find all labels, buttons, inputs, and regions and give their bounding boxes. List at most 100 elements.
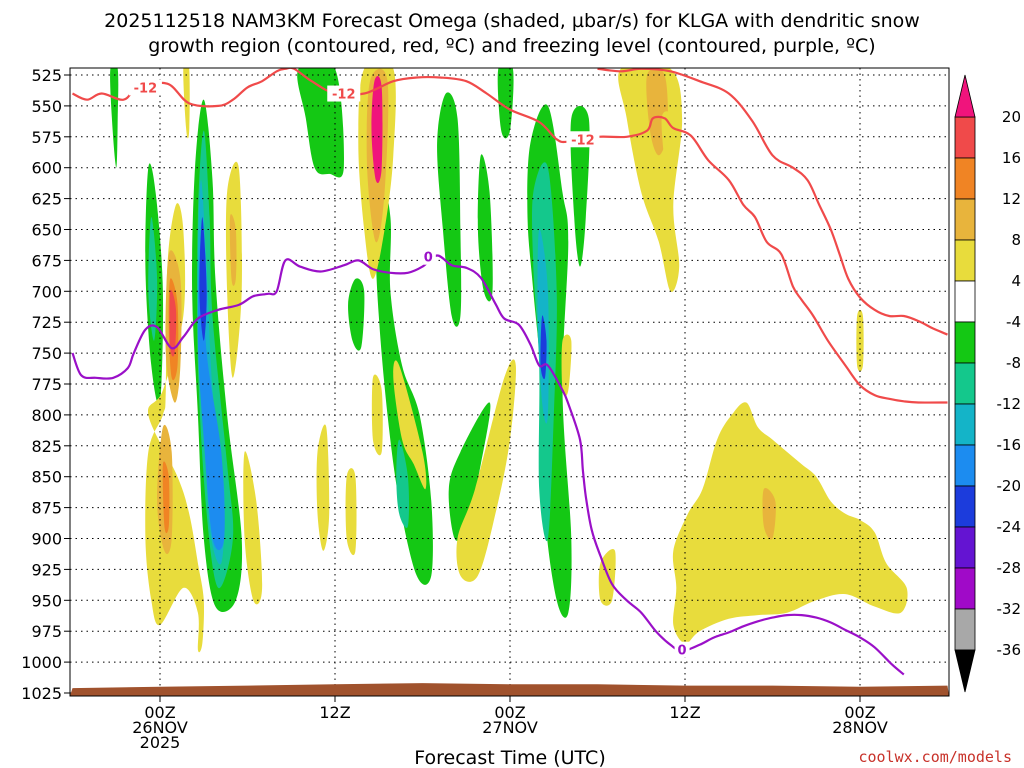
colorbar-label-5: -4 xyxy=(1006,313,1021,331)
y-tick-label-900: 900 xyxy=(31,530,62,549)
colorbar-label-0: 20 xyxy=(1002,108,1021,126)
omega-region-9 xyxy=(375,167,433,585)
colorbar-label-2: 12 xyxy=(1002,190,1021,208)
colorbar-bin-8 xyxy=(954,444,976,487)
colorbar-label-12: -32 xyxy=(997,600,1022,618)
colorbar-bin-12 xyxy=(954,608,976,651)
omega-region-8 xyxy=(348,278,365,351)
grid xyxy=(70,68,949,696)
omega-region-1 xyxy=(196,130,234,589)
y-tick-label-800: 800 xyxy=(31,406,62,425)
y-tick-label-1025: 1025 xyxy=(21,684,62,703)
colorbar-bin-6 xyxy=(954,362,976,405)
chart-title-line1: 2025112518 NAM3KM Forecast Omega (shaded… xyxy=(104,10,920,32)
colorbar-bin-0 xyxy=(954,116,976,159)
colorbar-under-arrow xyxy=(954,649,976,693)
colorbar-bin-2 xyxy=(954,198,976,241)
omega-region-6 xyxy=(148,217,158,341)
omega-region-39 xyxy=(456,359,516,582)
omega-region-12 xyxy=(477,154,493,302)
omega-region-25 xyxy=(169,289,177,357)
colorbar-label-13: -36 xyxy=(997,641,1022,659)
omega-region-22 xyxy=(145,203,205,653)
contour-dendritic-growth-minus-12 xyxy=(71,68,948,404)
y-tick-label-750: 750 xyxy=(31,344,62,363)
contours: -12 -12 -12 0 0 xyxy=(71,68,948,676)
colorbar-label-3: 8 xyxy=(1011,231,1021,249)
y-tick-label-725: 725 xyxy=(31,313,62,332)
contour-dendritic-growth-minus-12-upper xyxy=(597,68,948,336)
omega-region-29 xyxy=(229,214,237,286)
colorbar-bin-10 xyxy=(954,526,976,569)
y-tick-label-950: 950 xyxy=(31,591,62,610)
chart-title-line2: growth region (contoured, red, ºC) and f… xyxy=(148,35,875,57)
y-tick-label-925: 925 xyxy=(31,560,62,579)
contour-label-dendritic-growth-minus-12-0: -12 xyxy=(134,81,158,96)
omega-region-34 xyxy=(371,76,383,184)
x-tick-label-0-2: 2025 xyxy=(140,733,181,752)
omega-region-11 xyxy=(437,92,462,327)
plot-area: -12 -12 -12 0 0 xyxy=(70,68,949,696)
y-axis: 525 550 575 600 625 650 675 700 725 750 775 800 825 8… xyxy=(21,66,70,703)
y-tick-label-775: 775 xyxy=(31,375,62,394)
omega-region-37 xyxy=(371,374,383,456)
omega-region-30 xyxy=(243,451,263,605)
x-tick-label-48-0: 00Z xyxy=(844,703,875,722)
omega-region-4 xyxy=(199,217,207,341)
omega-region-13 xyxy=(448,402,491,541)
y-tick-label-525: 525 xyxy=(31,66,62,85)
colorbar-bin-5 xyxy=(954,321,976,364)
y-tick-label-600: 600 xyxy=(31,159,62,178)
contour-label-dendritic-growth-minus-12-1: -12 xyxy=(332,88,356,103)
colorbar-label-11: -28 xyxy=(997,559,1022,577)
credit-text: coolwx.com/models xyxy=(858,748,1012,766)
colorbar-bin-4 xyxy=(954,280,976,323)
x-tick-label-36-0: 12Z xyxy=(669,703,700,722)
colorbar-label-1: 16 xyxy=(1002,149,1021,167)
y-tick-label-825: 825 xyxy=(31,437,62,456)
contour-freezing-level-0 xyxy=(71,254,905,676)
omega-region-40 xyxy=(561,334,572,397)
y-tick-label-850: 850 xyxy=(31,468,62,487)
y-tick-label-650: 650 xyxy=(31,221,62,240)
colorbar-bin-1 xyxy=(954,157,976,200)
omega-region-47 xyxy=(762,487,776,540)
colorbar-label-6: -8 xyxy=(1006,354,1021,372)
colorbar: 20 16 12 8 4 -4 -8 -12 -16 -20 -24 -28 -32 -36 xyxy=(954,74,1022,693)
omega-region-44 xyxy=(856,309,864,372)
contour-label-freezing-level-0-1: 0 xyxy=(678,644,687,659)
contour-label-bg-dendritic-growth-minus-12-1 xyxy=(327,85,361,102)
terrain xyxy=(70,683,949,696)
omega-region-27 xyxy=(162,461,170,534)
y-tick-label-550: 550 xyxy=(31,97,62,116)
omega-shading xyxy=(110,68,908,653)
colorbar-label-9: -20 xyxy=(997,477,1022,495)
omega-region-43 xyxy=(661,111,677,184)
y-tick-label-575: 575 xyxy=(31,128,62,147)
colorbar-label-7: -12 xyxy=(997,395,1022,413)
x-tick-label-24-0: 00Z xyxy=(494,703,525,722)
omega-region-18 xyxy=(540,315,547,380)
colorbar-bin-3 xyxy=(954,239,976,282)
y-tick-label-975: 975 xyxy=(31,622,62,641)
colorbar-bin-9 xyxy=(954,485,976,528)
terrain-fill xyxy=(70,683,949,696)
x-tick-label-0-0: 00Z xyxy=(144,703,175,722)
omega-region-46 xyxy=(672,402,908,644)
contour-label-dendritic-growth-minus-12-2: -12 xyxy=(571,133,595,148)
contour-label-freezing-level-0-0: 0 xyxy=(424,251,433,266)
x-tick-label-48-1: 28NOV xyxy=(832,718,888,737)
y-tick-label-875: 875 xyxy=(31,499,62,518)
omega-region-36 xyxy=(345,468,357,556)
omega-region-10 xyxy=(396,439,410,528)
omega-region-31 xyxy=(183,68,190,139)
omega-region-35 xyxy=(316,424,330,551)
colorbar-over-arrow xyxy=(954,74,976,118)
x-tick-label-0-1: 26NOV xyxy=(132,718,188,737)
y-tick-label-675: 675 xyxy=(31,251,62,270)
omega-region-38 xyxy=(393,360,427,490)
contour-label-bg-freezing-level-0-0 xyxy=(420,248,436,265)
y-tick-label-625: 625 xyxy=(31,190,62,209)
x-tick-label-24-1: 27NOV xyxy=(482,718,538,737)
